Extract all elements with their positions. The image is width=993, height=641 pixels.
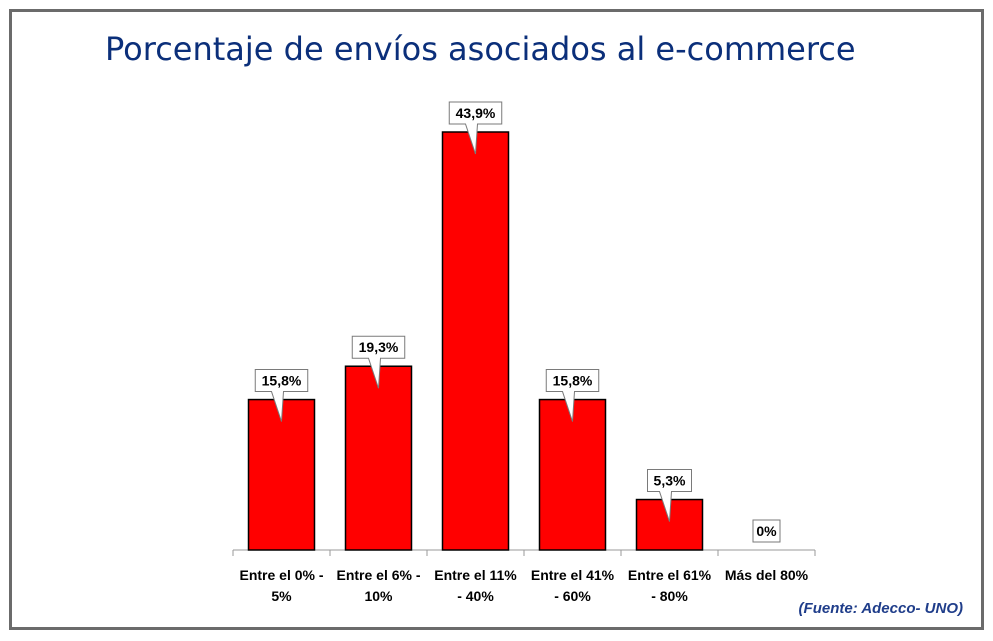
x-tick-label-2: - 40% <box>457 588 494 604</box>
x-tick-label-3: Entre el 41% <box>531 567 615 583</box>
data-label-box-3 <box>545 369 600 422</box>
x-tick-label-4: - 80% <box>651 588 688 604</box>
bar-1 <box>344 365 413 551</box>
data-label-2: 43,9% <box>456 105 496 121</box>
data-label-box-2 <box>448 101 503 155</box>
x-tick-label-5: Más del 80% <box>725 567 809 583</box>
x-tick-label-4: Entre el 61% <box>628 567 712 583</box>
data-label-box-0 <box>254 369 309 422</box>
data-label-5: 0% <box>756 523 777 539</box>
data-label-box-4 <box>647 469 692 522</box>
x-tick-label-1: Entre el 6% - <box>336 567 420 583</box>
data-label-1: 19,3% <box>359 339 399 355</box>
data-label-0: 15,8% <box>262 373 302 389</box>
data-label-box-1 <box>351 335 406 389</box>
chart-title: Porcentaje de envíos asociados al e-comm… <box>105 30 856 68</box>
x-tick-label-2: Entre el 11% <box>434 567 517 583</box>
source-note: (Fuente: Adecco- UNO) <box>798 600 963 617</box>
bar-2 <box>441 131 510 551</box>
x-tick-label-1: 10% <box>364 588 393 604</box>
x-tick-label-0: Entre el 0% - <box>239 567 323 583</box>
x-tick-label-0: 5% <box>271 588 292 604</box>
data-label-4: 5,3% <box>654 473 686 489</box>
data-label-3: 15,8% <box>553 373 593 389</box>
bar-0 <box>247 398 316 551</box>
data-label-box-5 <box>752 519 781 543</box>
x-tick-label-3: - 60% <box>554 588 591 604</box>
bar-3 <box>538 398 607 551</box>
